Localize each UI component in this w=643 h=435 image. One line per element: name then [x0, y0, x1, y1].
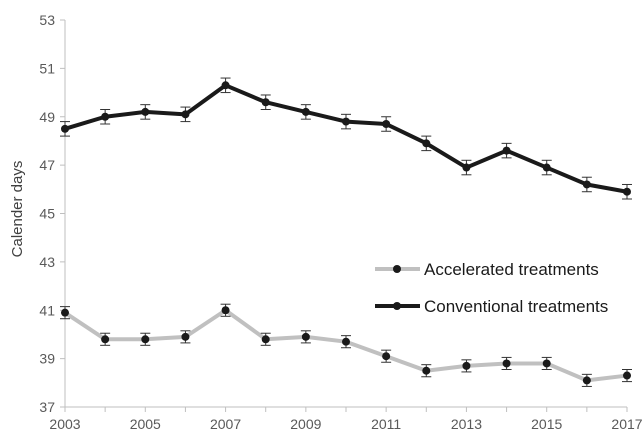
data-point — [221, 81, 230, 90]
y-tick-label: 47 — [39, 157, 55, 173]
data-point — [101, 335, 110, 344]
y-tick-label: 51 — [39, 60, 55, 76]
data-point — [261, 98, 270, 107]
data-point — [382, 120, 391, 129]
x-tick-label: 2017 — [611, 416, 642, 432]
data-point — [61, 124, 69, 133]
data-point — [462, 163, 471, 172]
x-tick-label: 2007 — [210, 416, 241, 432]
data-point — [502, 146, 511, 155]
y-tick-label: 37 — [39, 399, 55, 415]
legend-swatch-marker — [393, 265, 401, 273]
x-tick-label: 2003 — [49, 416, 80, 432]
data-point — [261, 335, 270, 344]
data-point — [221, 306, 230, 315]
data-point — [623, 371, 631, 380]
data-point — [301, 332, 310, 341]
data-point — [582, 180, 591, 189]
y-tick-label: 43 — [39, 254, 55, 270]
data-point — [542, 359, 551, 368]
data-point — [181, 332, 190, 341]
x-tick-label: 2013 — [451, 416, 482, 432]
data-point — [342, 117, 350, 126]
data-point — [382, 352, 391, 361]
series-layer — [60, 77, 632, 387]
data-point — [61, 308, 69, 317]
x-tick-label: 2009 — [290, 416, 321, 432]
series-line — [64, 83, 628, 194]
data-point — [502, 359, 511, 368]
y-tick-label: 49 — [39, 109, 55, 125]
data-point — [422, 366, 431, 375]
legend-label: Accelerated treatments — [424, 260, 599, 279]
data-point — [301, 107, 310, 116]
data-point — [141, 107, 150, 116]
y-tick-label: 39 — [39, 351, 55, 367]
y-tick-label: 53 — [39, 12, 55, 28]
data-point — [542, 163, 551, 172]
data-point — [462, 361, 471, 370]
x-tick-label: 2011 — [371, 416, 401, 432]
data-point — [623, 187, 631, 196]
series-conventional — [60, 77, 632, 200]
data-point — [342, 337, 350, 346]
y-tick-label: 41 — [39, 302, 55, 318]
legend-item: Conventional treatments — [375, 297, 608, 316]
data-point — [181, 110, 190, 119]
data-point — [422, 139, 431, 148]
legend-item: Accelerated treatments — [375, 260, 599, 279]
x-tick-label: 2005 — [130, 416, 161, 432]
data-point — [141, 335, 150, 344]
legend-label: Conventional treatments — [424, 297, 608, 316]
y-axis-label: Calender days — [9, 161, 26, 258]
data-point — [101, 112, 110, 121]
data-point — [582, 376, 591, 385]
legend: Accelerated treatments Conventional treat… — [375, 260, 608, 316]
y-tick-label: 45 — [39, 206, 55, 222]
x-tick-label: 2015 — [531, 416, 562, 432]
series-accelerated — [60, 303, 632, 387]
axes: 37 39 41 43 45 47 49 51 53 2003 2005 2007 2009 2011 20… — [39, 12, 642, 432]
legend-swatch-marker — [393, 302, 401, 310]
